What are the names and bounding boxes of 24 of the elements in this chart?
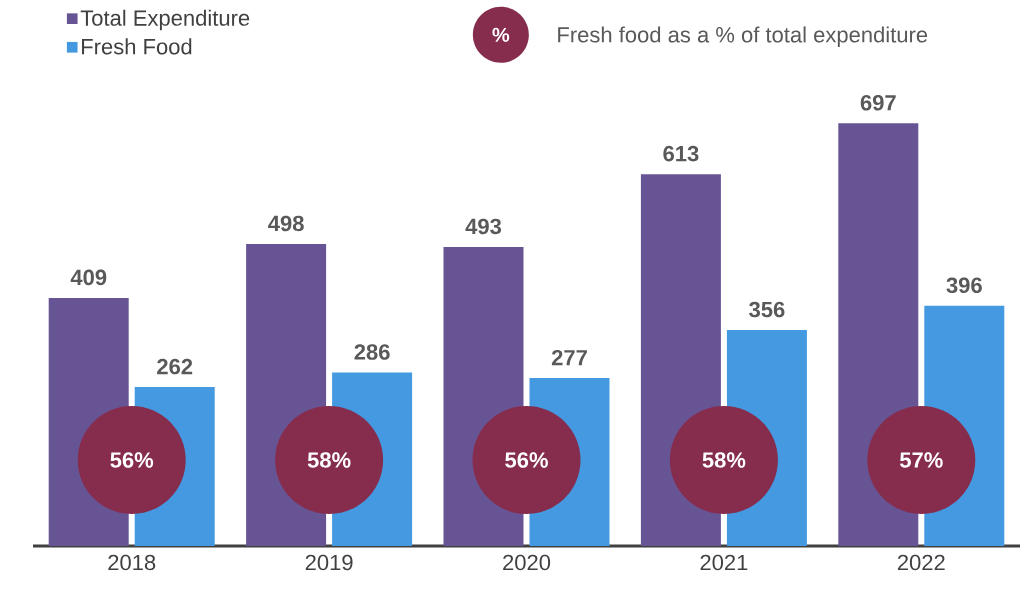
data-label: 356 <box>749 301 785 318</box>
data-label: 409 <box>70 269 107 286</box>
data-label: 286 <box>354 344 390 360</box>
data-label: 697 <box>860 94 896 111</box>
data-label: 277 <box>551 349 587 366</box>
data-label: 498 <box>268 215 304 232</box>
data-label: 493 <box>465 218 502 235</box>
legend-label: Total Expenditure <box>80 9 250 31</box>
annotation: 56% <box>110 452 154 468</box>
x-tick-label: 2022 <box>897 554 945 571</box>
text: % <box>492 27 510 42</box>
data-label: 396 <box>946 277 982 294</box>
x-tick-label: 2019 <box>305 554 353 571</box>
annotation: 56% <box>505 452 548 468</box>
legend-label: Fresh Food <box>82 38 192 55</box>
data-label: 613 <box>663 145 699 162</box>
annotation: 57% <box>899 452 943 468</box>
x-tick-label: 2020 <box>503 554 551 571</box>
annotation: 58% <box>307 452 351 468</box>
text: Fresh food as a % of total expenditure <box>558 26 928 47</box>
annotation: 58% <box>702 452 746 468</box>
x-tick-label: 2018 <box>108 554 156 571</box>
x-tick-label: 2021 <box>700 554 748 571</box>
data-label: 262 <box>157 358 193 375</box>
